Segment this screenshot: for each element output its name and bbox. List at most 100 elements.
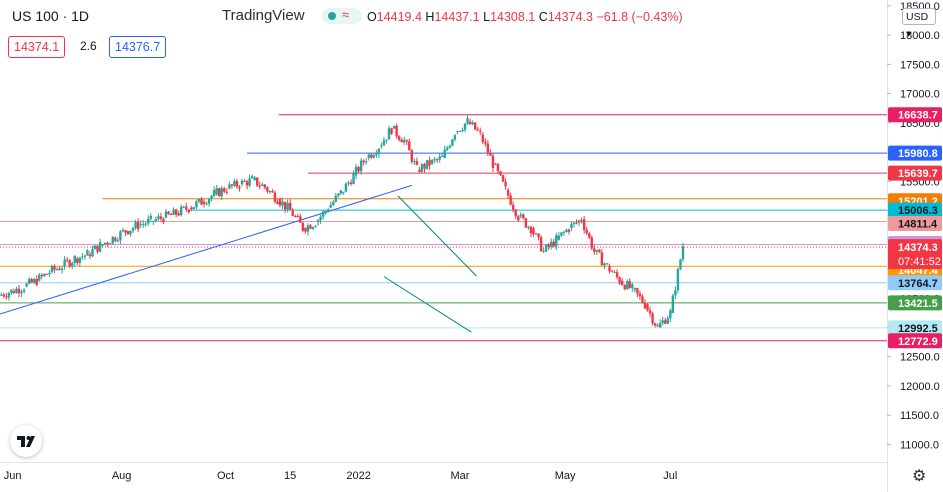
candle-body	[666, 318, 669, 324]
candle-body	[35, 279, 38, 286]
tradingview-logo-icon[interactable]	[10, 425, 42, 457]
candle-body	[339, 190, 343, 194]
candle-body	[306, 225, 310, 232]
candle-body	[441, 155, 444, 157]
candle-body	[296, 216, 299, 218]
candle-body	[202, 201, 206, 205]
x-tick-label: 15	[284, 470, 296, 482]
candle-body	[641, 296, 644, 303]
candle-body	[484, 141, 487, 144]
candle-body	[91, 249, 94, 257]
candle-body	[471, 122, 474, 125]
candle-body	[410, 150, 414, 162]
y-tick-label: 18000.0	[900, 30, 940, 42]
candle-body	[154, 219, 158, 221]
market-open-dot-icon	[328, 12, 336, 20]
candle-body	[238, 186, 241, 189]
candle-body	[517, 216, 520, 221]
candle-body	[215, 188, 218, 195]
buy-price-button[interactable]: 14376.7	[109, 36, 167, 58]
high-value: 14437.1	[434, 10, 480, 24]
candle-body	[618, 277, 621, 284]
candle-body	[141, 223, 145, 225]
candle-body	[539, 237, 543, 252]
market-status-pill[interactable]: ≈	[322, 7, 362, 24]
candle-body	[405, 140, 408, 142]
candle-body	[387, 128, 391, 140]
trendline	[0, 184, 412, 315]
candle-body	[511, 204, 515, 210]
candle-body	[109, 243, 112, 245]
candle-body	[278, 198, 282, 206]
candle-body	[316, 220, 320, 223]
candle-body	[626, 281, 629, 290]
candle-body	[223, 188, 226, 192]
candle-body	[240, 180, 244, 185]
candle-body	[603, 263, 606, 266]
candle-body	[197, 198, 201, 202]
candle-body	[448, 145, 452, 148]
candle-body	[552, 241, 555, 247]
ohlc-legend: O14419.4 H14437.1 L14308.1 C14374.3 −61.…	[367, 10, 683, 24]
candle-body	[354, 167, 358, 176]
candle-body	[68, 260, 71, 267]
candle-body	[600, 252, 604, 266]
candle-body	[557, 235, 561, 240]
candle-body	[664, 320, 667, 324]
candle-body	[658, 323, 662, 328]
level-price-label-bg	[888, 165, 942, 181]
candle-body	[103, 242, 107, 245]
channel-lower-line	[383, 276, 472, 333]
x-tick-label: Aug	[112, 470, 132, 482]
candle-body	[529, 226, 533, 234]
candle-body	[595, 249, 599, 252]
candle-body	[613, 272, 616, 274]
candle-body	[463, 123, 467, 130]
candle-body	[585, 229, 588, 234]
candle-body	[250, 176, 254, 179]
candle-body	[537, 233, 540, 238]
candle-body	[382, 140, 386, 146]
candle-body	[324, 210, 327, 212]
candle-body	[245, 181, 249, 186]
candle-body	[93, 245, 97, 250]
candle-body	[352, 173, 355, 185]
candle-body	[479, 130, 482, 132]
candle-body	[114, 238, 117, 241]
candle-body	[491, 155, 495, 169]
candle-body	[397, 136, 401, 140]
candle-body	[86, 250, 89, 256]
x-tick-label: Mar	[450, 470, 469, 482]
currency-select[interactable]: USD ▾	[902, 8, 936, 40]
candle-body	[367, 154, 370, 158]
candle-body	[435, 159, 439, 161]
candle-body	[582, 219, 586, 230]
candle-body	[575, 222, 578, 224]
candle-body	[504, 181, 507, 187]
symbol-label[interactable]: US 100 · 1D	[12, 8, 90, 24]
x-tick-label: Oct	[217, 470, 234, 482]
candle-body	[314, 226, 317, 228]
candle-body	[139, 224, 142, 226]
candle-body	[45, 273, 49, 275]
candle-body	[453, 135, 457, 140]
candle-body	[50, 265, 54, 272]
candle-body	[225, 191, 229, 193]
y-tick-label: 17000.0	[900, 89, 940, 101]
candle-body	[326, 210, 330, 212]
candle-body	[106, 242, 109, 244]
candle-body	[638, 293, 642, 297]
level-price-label: 15006.3	[898, 205, 938, 217]
candle-body	[299, 216, 302, 223]
candle-body	[653, 323, 657, 326]
sell-price-button[interactable]: 14374.1	[8, 36, 66, 58]
candle-body	[12, 291, 16, 294]
settings-gear-icon[interactable]: ⚙	[912, 468, 927, 485]
candle-body	[428, 160, 431, 166]
candle-body	[256, 177, 259, 186]
y-tick-label: 12000.0	[900, 381, 940, 393]
candle-body	[359, 160, 363, 172]
candle-body	[349, 182, 353, 185]
candle-body	[152, 220, 155, 222]
